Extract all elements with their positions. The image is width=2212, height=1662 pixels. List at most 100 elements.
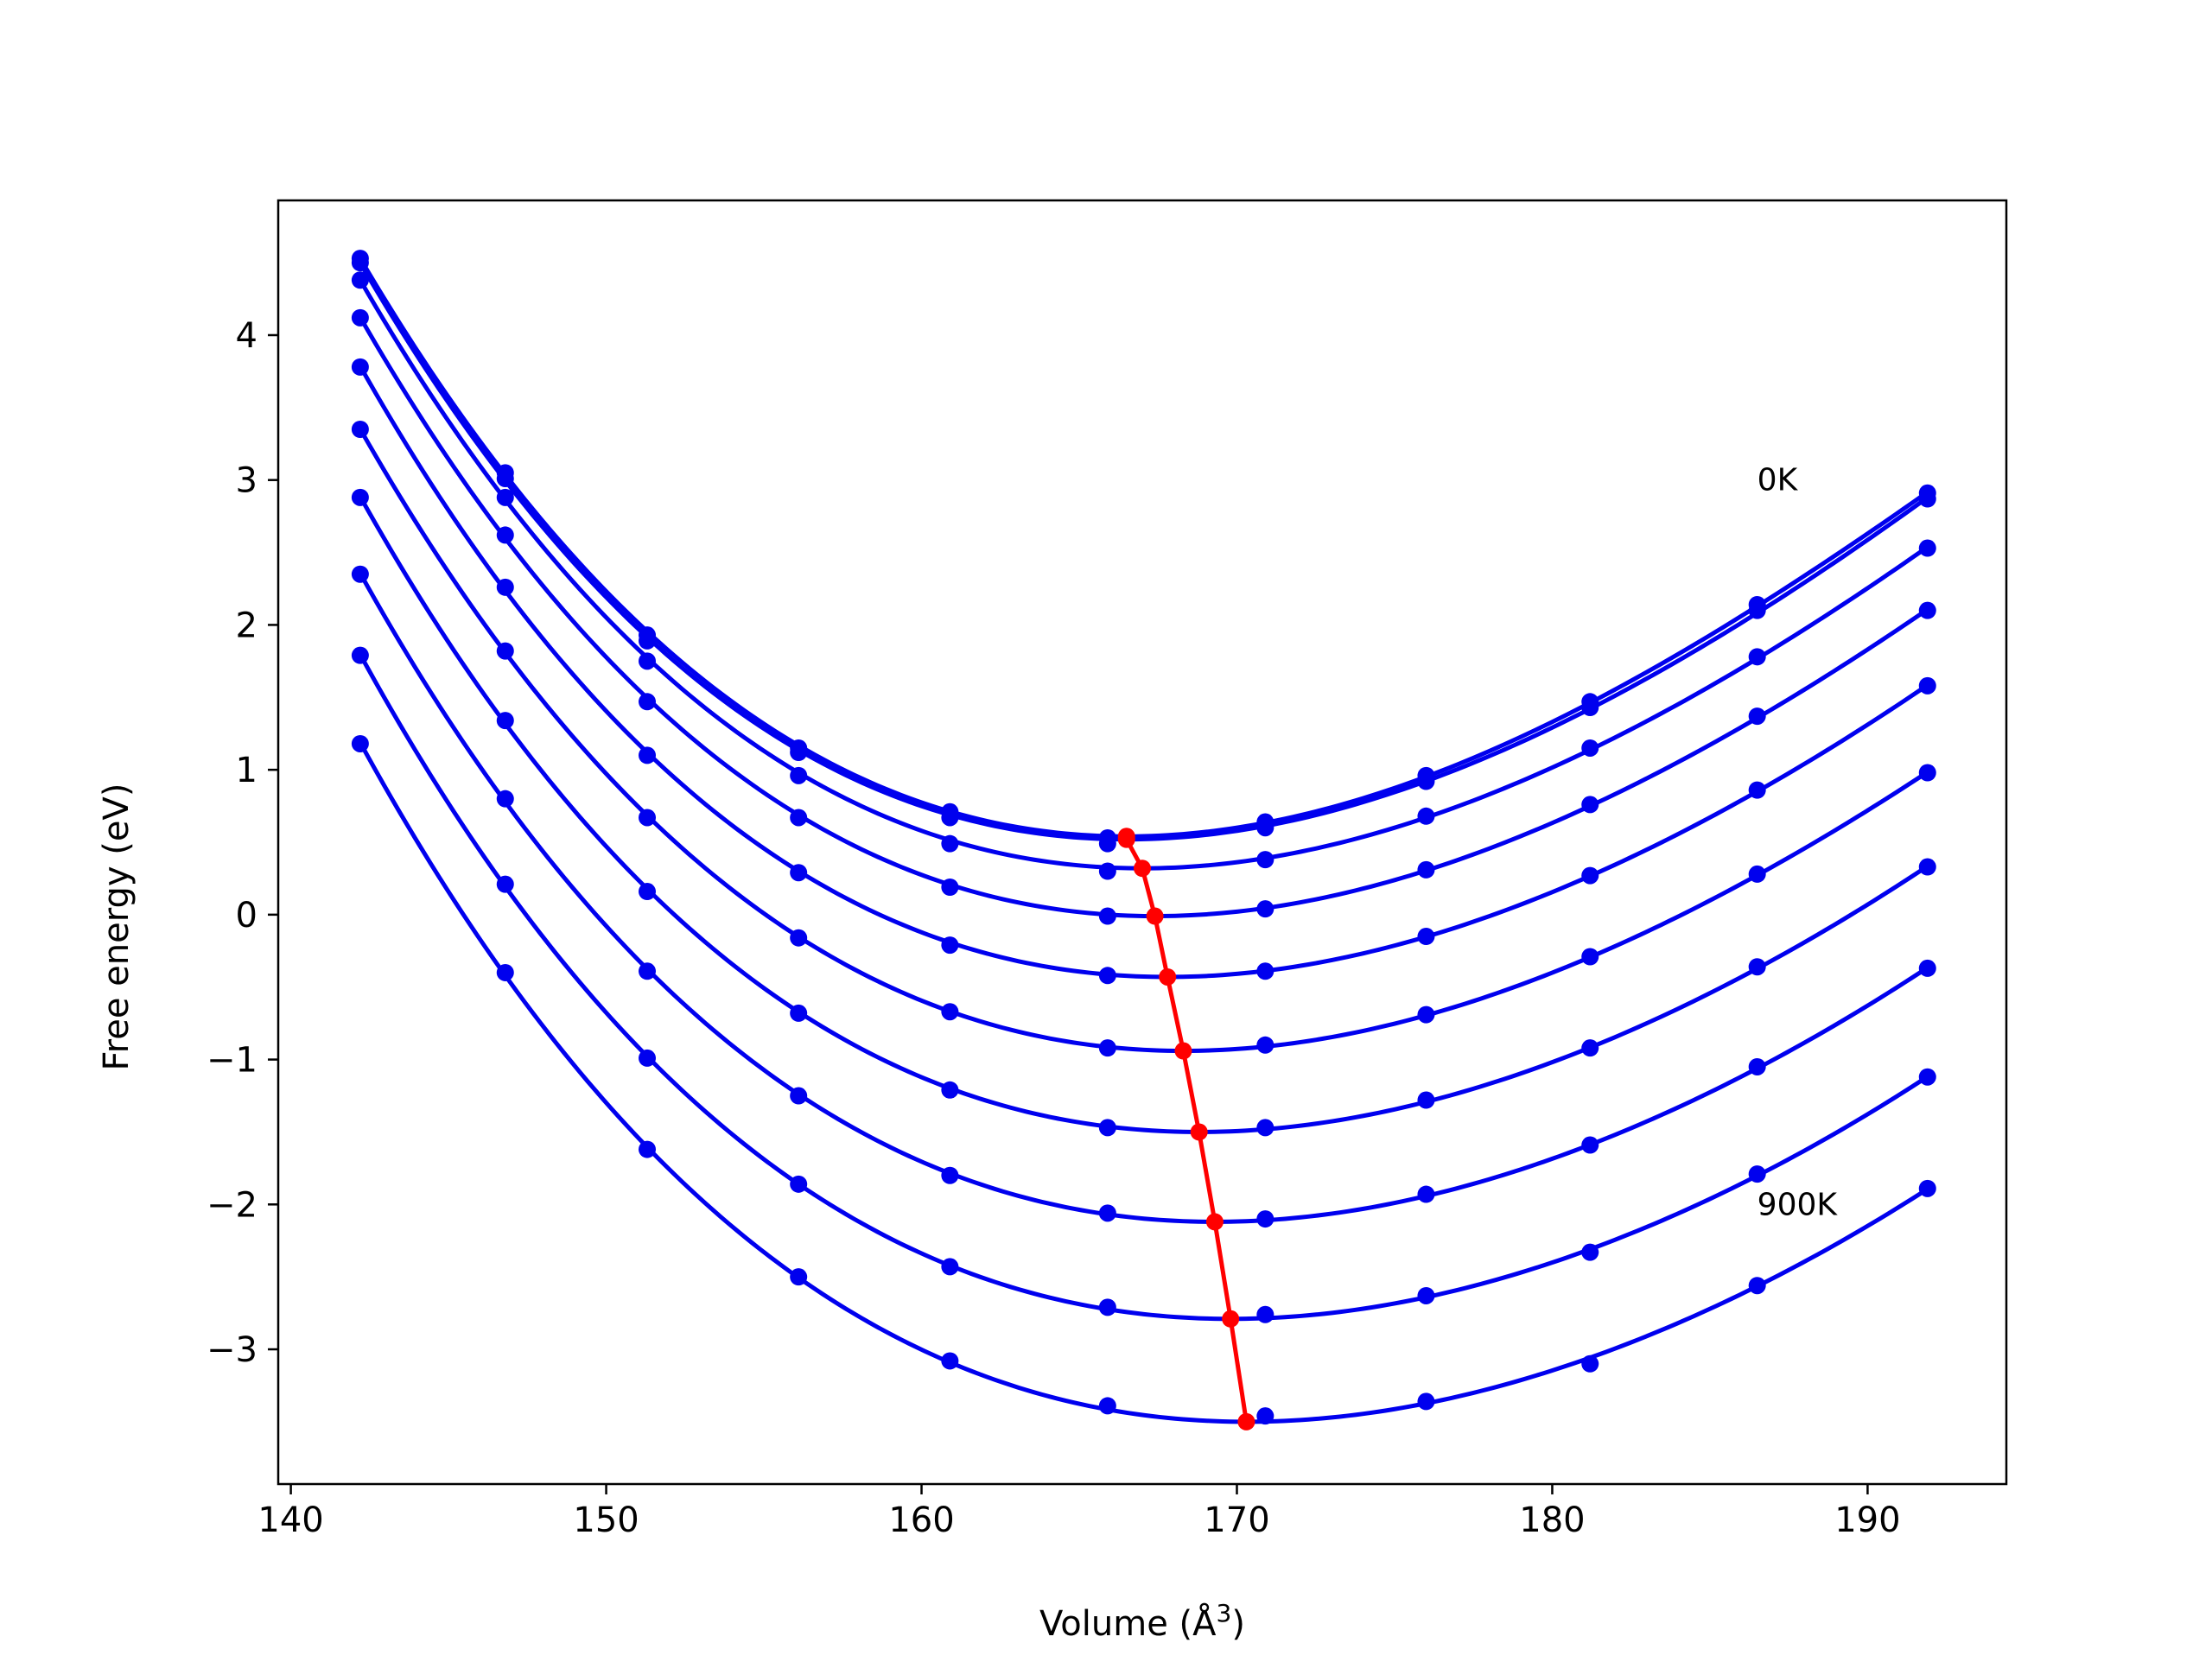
series-8-point bbox=[1748, 1057, 1766, 1075]
plot-frame bbox=[276, 199, 2008, 1486]
x-axis-label: Volume (Å3) bbox=[1039, 1599, 1245, 1644]
series-9-point bbox=[1098, 1298, 1116, 1316]
series-5-point bbox=[941, 936, 959, 955]
series-7-point bbox=[1098, 1119, 1116, 1137]
series-4-point bbox=[1256, 900, 1274, 918]
x-tick-label: 160 bbox=[888, 1500, 954, 1540]
minimum-point-9 bbox=[1222, 1310, 1240, 1328]
series-7-curve bbox=[358, 495, 1929, 1134]
series-3-point bbox=[1098, 862, 1116, 880]
series-8-point bbox=[790, 1087, 808, 1105]
series-4-point bbox=[1098, 907, 1116, 925]
y-tick-label: 3 bbox=[236, 461, 257, 501]
series-8-point bbox=[1256, 1210, 1274, 1228]
series-7-point bbox=[1256, 1119, 1274, 1137]
series-3-point bbox=[1918, 539, 1936, 557]
x-axis-label-main: Volume (Å bbox=[1039, 1602, 1217, 1644]
series-3-point bbox=[941, 834, 959, 853]
series-6-point bbox=[1417, 1005, 1435, 1024]
series-7-point bbox=[351, 488, 369, 506]
series-5-point bbox=[496, 578, 514, 596]
series-4-point bbox=[790, 809, 808, 827]
y-axis-label: Free energy (eV) bbox=[97, 783, 137, 1071]
series-8-point bbox=[941, 1166, 959, 1184]
series-5-point bbox=[1098, 967, 1116, 985]
series-5-point bbox=[1256, 962, 1274, 980]
y-tick-label: 4 bbox=[236, 316, 257, 356]
series-4-point bbox=[1748, 707, 1766, 726]
minimum-point-10 bbox=[1237, 1412, 1255, 1430]
series-4-point bbox=[496, 526, 514, 544]
minimum-point-3 bbox=[1134, 860, 1151, 878]
series-10-point bbox=[1098, 1397, 1116, 1415]
series-6-curve bbox=[358, 428, 1929, 1054]
series-8-point bbox=[1918, 959, 1936, 977]
minimum-point-2 bbox=[1117, 830, 1135, 848]
series-5-point bbox=[1748, 781, 1766, 799]
series-2-point bbox=[1581, 699, 1599, 717]
series-5-curve bbox=[358, 365, 1929, 980]
series-6-point bbox=[1098, 1039, 1116, 1057]
series-5-point bbox=[790, 864, 808, 882]
series-4-point bbox=[941, 878, 959, 896]
series-4-point bbox=[351, 308, 369, 327]
y-tick-label: 0 bbox=[236, 896, 257, 936]
series-3-point bbox=[639, 652, 657, 670]
series-7-point bbox=[1581, 1039, 1599, 1057]
minimum-point-6 bbox=[1174, 1042, 1192, 1060]
series-10-point bbox=[1581, 1354, 1599, 1373]
series-2-point bbox=[1748, 601, 1766, 619]
minimum-point-4 bbox=[1146, 907, 1164, 925]
series-4-point bbox=[1918, 601, 1936, 619]
series-2-point bbox=[941, 809, 959, 827]
series-5-point bbox=[1417, 928, 1435, 946]
series-6-point bbox=[496, 642, 514, 660]
series-10-point bbox=[496, 963, 514, 981]
series-2-point bbox=[1417, 772, 1435, 790]
series-2-point bbox=[1918, 490, 1936, 508]
minimum-point-8 bbox=[1205, 1213, 1224, 1231]
series-3-point bbox=[496, 488, 514, 506]
series-10-point bbox=[1918, 1179, 1936, 1197]
series-8-point bbox=[1098, 1204, 1116, 1222]
series-7-point bbox=[790, 1004, 808, 1022]
y-tick-label: −1 bbox=[207, 1041, 257, 1081]
series-9-point bbox=[790, 1175, 808, 1193]
series-10-point bbox=[941, 1352, 959, 1370]
y-tick-label: −2 bbox=[207, 1185, 257, 1225]
series-4-point bbox=[1581, 796, 1599, 814]
series-5-point bbox=[1918, 676, 1936, 695]
series-8-curve bbox=[358, 572, 1929, 1224]
y-tick-label: 2 bbox=[236, 606, 257, 645]
series-6-point bbox=[1256, 1036, 1274, 1054]
series-7-point bbox=[639, 883, 657, 901]
series-2-point bbox=[496, 470, 514, 488]
series-6-point bbox=[1918, 764, 1936, 782]
x-tick-label: 140 bbox=[257, 1500, 323, 1540]
series-9-curve bbox=[358, 653, 1929, 1322]
series-4-curve bbox=[358, 316, 1929, 919]
y-tick-label: 1 bbox=[236, 751, 257, 790]
series-9-point bbox=[1256, 1305, 1274, 1323]
x-axis-label-close: ) bbox=[1231, 1604, 1245, 1644]
series-6-point bbox=[1748, 865, 1766, 883]
series-9-point bbox=[1918, 1068, 1936, 1086]
series-10-point bbox=[790, 1268, 808, 1286]
x-tick-label: 150 bbox=[573, 1500, 639, 1540]
series-5-point bbox=[639, 746, 657, 764]
series-3-point bbox=[1417, 807, 1435, 825]
series-8-point bbox=[639, 962, 657, 980]
series-2-point bbox=[1256, 819, 1274, 837]
series-7-point bbox=[941, 1081, 959, 1099]
series-7-point bbox=[1748, 958, 1766, 976]
series-9-point bbox=[1748, 1165, 1766, 1183]
series-7-point bbox=[1918, 858, 1936, 876]
series-6-point bbox=[790, 929, 808, 947]
minimum-point-7 bbox=[1190, 1123, 1208, 1141]
minimum-path-line bbox=[1124, 836, 1249, 1423]
series-5-point bbox=[351, 358, 369, 376]
series-7-point bbox=[496, 712, 514, 730]
series-9-point bbox=[1581, 1243, 1599, 1261]
